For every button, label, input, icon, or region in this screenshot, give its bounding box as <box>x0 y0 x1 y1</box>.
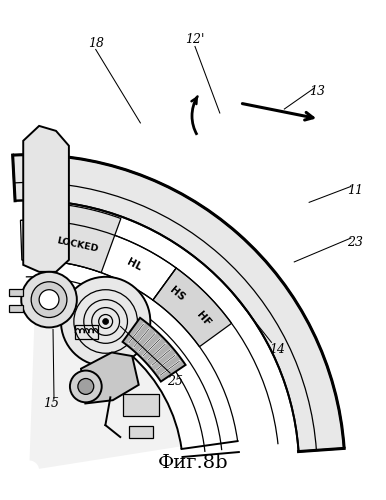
Text: 13: 13 <box>309 84 325 98</box>
Polygon shape <box>81 352 139 404</box>
Text: HL: HL <box>125 257 143 273</box>
Circle shape <box>78 378 94 394</box>
Text: HS: HS <box>168 285 187 303</box>
Text: 25: 25 <box>167 374 183 388</box>
Circle shape <box>39 290 59 310</box>
Circle shape <box>21 272 77 328</box>
Polygon shape <box>153 268 232 346</box>
FancyBboxPatch shape <box>123 394 159 416</box>
FancyBboxPatch shape <box>129 426 153 438</box>
Circle shape <box>31 282 67 318</box>
FancyBboxPatch shape <box>9 304 23 312</box>
Polygon shape <box>30 316 181 469</box>
Text: HF: HF <box>194 310 212 328</box>
Text: 18: 18 <box>88 37 104 50</box>
Text: LOCKED: LOCKED <box>56 236 99 254</box>
Text: 11: 11 <box>347 184 363 197</box>
Circle shape <box>61 277 150 366</box>
FancyBboxPatch shape <box>9 288 23 296</box>
Polygon shape <box>13 154 344 452</box>
Polygon shape <box>20 220 176 300</box>
Text: 23: 23 <box>347 236 363 248</box>
Polygon shape <box>29 202 121 272</box>
Text: 15: 15 <box>43 398 59 410</box>
Polygon shape <box>23 126 69 272</box>
Circle shape <box>70 370 102 402</box>
Text: Фиг.8b: Фиг.8b <box>158 454 228 472</box>
Text: 14: 14 <box>269 343 285 356</box>
Circle shape <box>103 318 108 324</box>
Polygon shape <box>123 318 186 382</box>
Text: 12': 12' <box>185 33 205 46</box>
